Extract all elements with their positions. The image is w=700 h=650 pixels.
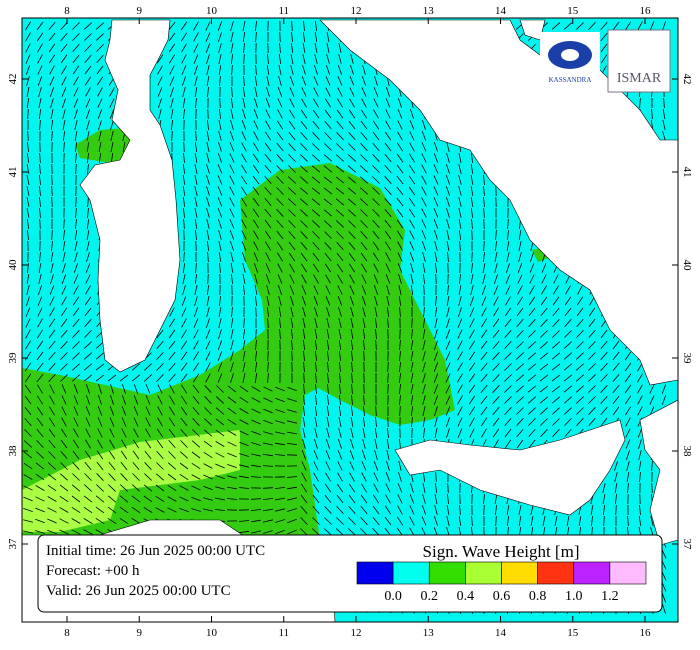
logo-icon — [561, 49, 579, 61]
colorbar-label: 0.6 — [493, 589, 511, 604]
lat-label: 38 — [681, 446, 693, 458]
forecast: Forecast: +00 h — [46, 563, 140, 579]
lon-label: 12 — [351, 627, 362, 639]
lon-label: 16 — [640, 627, 652, 639]
lon-label: 12 — [351, 5, 362, 17]
initial-time: Initial time: 26 Jun 2025 00:00 UTC — [46, 543, 265, 559]
lat-label: 39 — [681, 353, 693, 365]
lon-label: 10 — [206, 5, 218, 17]
logo-text: KASSANDRA — [549, 76, 592, 84]
colorbar: 0.0 0.2 0.4 0.6 0.8 1.0 1.2 — [356, 561, 647, 604]
colorbar-box — [537, 561, 575, 585]
lon-label: 11 — [278, 627, 289, 639]
lat-label: 42 — [7, 74, 19, 85]
colorbar-label: 0.8 — [529, 589, 547, 604]
legend-title: Sign. Wave Height [m] — [423, 542, 580, 561]
lon-label: 8 — [64, 5, 70, 17]
wave-zone — [22, 430, 240, 532]
lat-label: 42 — [681, 74, 693, 85]
map-frame — [21, 17, 679, 623]
colorbar-box — [356, 561, 394, 585]
lat-label: 41 — [7, 167, 19, 178]
lon-label: 15 — [567, 627, 579, 639]
lat-label: 39 — [7, 352, 19, 364]
lon-label: 16 — [640, 5, 652, 17]
colorbar-box — [465, 561, 502, 585]
colorbar-label: 0.0 — [384, 589, 402, 604]
colorbar-box — [573, 561, 611, 585]
lon-label: 14 — [495, 5, 507, 17]
lon-label: 9 — [137, 627, 143, 639]
wave-zone — [75, 127, 548, 262]
colorbar-label: 0.4 — [457, 589, 475, 604]
axis-ticks: 8 8 9 9 10 10 11 11 12 12 13 13 14 14 15 15 16 16 37 37 38 38… — [7, 5, 693, 639]
info-box — [37, 534, 663, 613]
lon-label: 13 — [423, 627, 435, 639]
lon-label: 9 — [137, 5, 143, 17]
map-area — [22, 18, 678, 622]
lat-label: 40 — [7, 259, 19, 271]
lat-label: 41 — [681, 167, 693, 178]
lon-label: 15 — [567, 5, 579, 17]
lat-label: 40 — [681, 260, 693, 272]
colorbar-label: 1.0 — [565, 589, 583, 604]
lon-label: 8 — [64, 627, 70, 639]
lon-label: 11 — [278, 5, 289, 17]
lon-label: 14 — [495, 627, 507, 639]
colorbar-box — [392, 561, 430, 585]
colorbar-box — [428, 561, 466, 585]
lat-label: 37 — [681, 539, 693, 551]
colorbar-box — [609, 561, 647, 585]
lat-label: 37 — [7, 538, 19, 550]
colorbar-label: 1.2 — [601, 589, 619, 604]
logo-text: ISMAR — [617, 71, 662, 86]
lon-label: 10 — [206, 627, 218, 639]
lon-label: 13 — [423, 5, 435, 17]
logo-box — [607, 29, 671, 93]
colorbar-box — [501, 561, 538, 585]
valid-time: Valid: 26 Jun 2025 00:00 UTC — [46, 583, 231, 599]
colorbar-label: 0.2 — [421, 589, 439, 604]
lat-label: 38 — [7, 445, 19, 457]
